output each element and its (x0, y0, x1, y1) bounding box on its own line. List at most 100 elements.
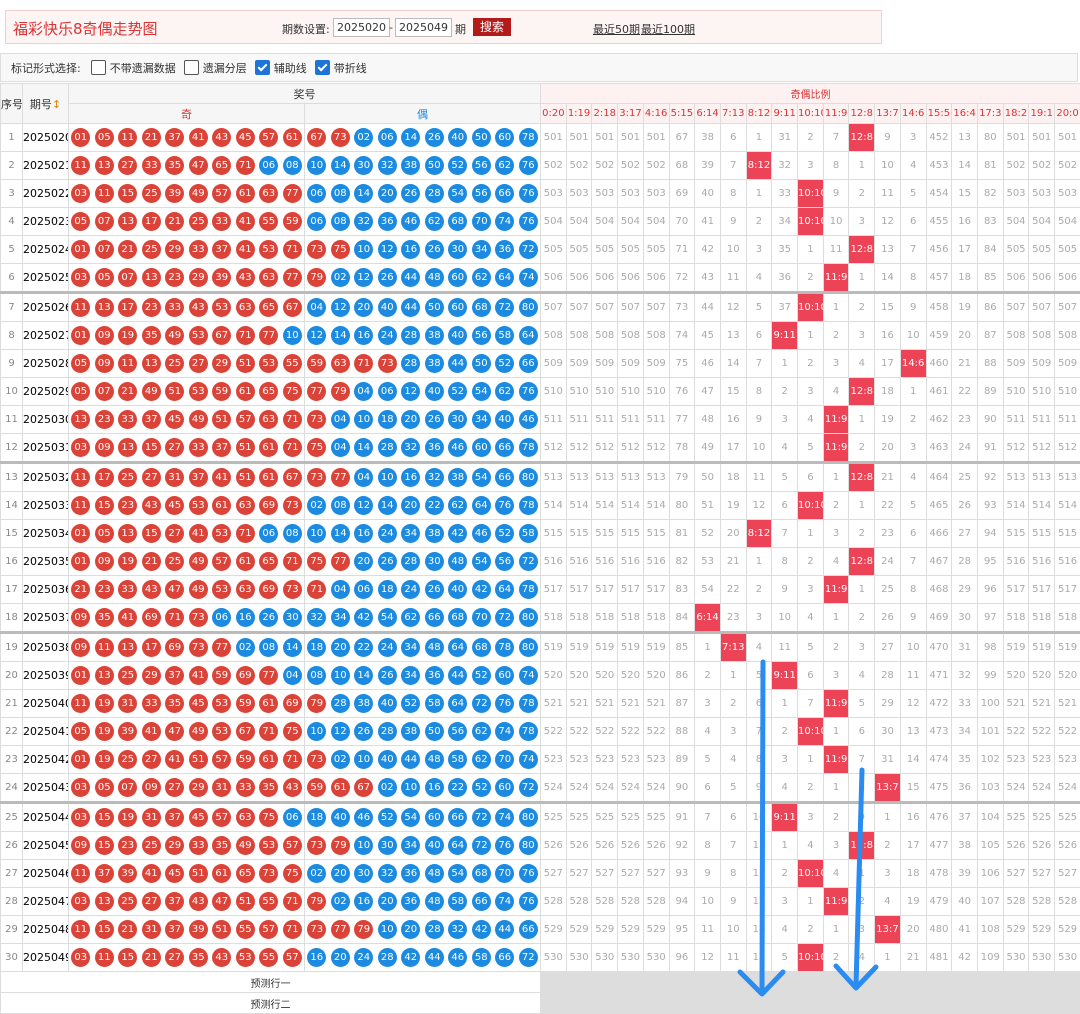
recent-50-link[interactable]: 最近50期 (593, 21, 640, 37)
predict-cell[interactable] (618, 993, 644, 1014)
omission: 527 (1029, 860, 1055, 888)
row-no: 4 (1, 208, 23, 236)
row-no: 27 (1, 860, 23, 888)
predict-cell[interactable] (926, 972, 952, 993)
omission: 519 (1029, 633, 1055, 662)
predict-cell[interactable] (798, 993, 824, 1014)
omission: 1 (720, 662, 746, 690)
predict-cell[interactable] (900, 993, 926, 1014)
predict-cell[interactable] (669, 972, 695, 993)
checkbox[interactable] (184, 60, 199, 75)
ball: 16 (354, 892, 373, 911)
predict-cell[interactable] (720, 993, 746, 1014)
predict-cell[interactable] (720, 972, 746, 993)
omission: 3 (849, 208, 875, 236)
ball: 71 (236, 326, 255, 345)
ball: 28 (401, 354, 420, 373)
predict-cell[interactable] (746, 993, 772, 1014)
from-input[interactable]: 2025020 (333, 18, 390, 37)
checkbox[interactable] (91, 60, 106, 75)
predict-cell[interactable] (746, 972, 772, 993)
ball: 58 (448, 892, 467, 911)
predict-cell[interactable] (643, 972, 669, 993)
omission: 3 (900, 124, 926, 152)
omission: 5 (720, 774, 746, 803)
checkbox[interactable] (255, 60, 270, 75)
ratio-hit: 9:11 (772, 803, 798, 832)
predict-cell[interactable] (695, 972, 721, 993)
row-no: 7 (1, 293, 23, 322)
omission: 39 (695, 152, 721, 180)
predict-cell[interactable] (849, 993, 875, 1014)
predict-cell[interactable] (1029, 993, 1055, 1014)
predict-cell[interactable] (1055, 972, 1080, 993)
predict-cell[interactable] (1029, 972, 1055, 993)
predict-cell[interactable] (566, 993, 592, 1014)
predict-cell[interactable] (592, 993, 618, 1014)
ball: 55 (283, 354, 302, 373)
omission: 528 (1003, 888, 1029, 916)
predict-cell[interactable] (643, 993, 669, 1014)
predict-cell[interactable] (952, 972, 978, 993)
predict-cell[interactable] (1055, 993, 1080, 1014)
ball: 12 (354, 268, 373, 287)
predict-cell[interactable] (541, 993, 567, 1014)
omission: 518 (592, 604, 618, 633)
omission: 24 (952, 434, 978, 463)
omission: 15 (952, 180, 978, 208)
omission: 475 (926, 774, 952, 803)
predict-cell[interactable] (849, 972, 875, 993)
predict-cell[interactable] (772, 993, 798, 1014)
ball: 20 (401, 496, 420, 515)
predict-cell[interactable] (1003, 993, 1029, 1014)
predict-cell[interactable] (669, 993, 695, 1014)
predict-cell[interactable] (772, 972, 798, 993)
predict-cell[interactable] (926, 993, 952, 1014)
recent-100-link[interactable]: 最近100期 (641, 21, 695, 37)
predict-cell[interactable] (952, 993, 978, 1014)
predict-cell[interactable] (695, 993, 721, 1014)
predict-cell[interactable] (823, 993, 849, 1014)
predict-cell[interactable] (1003, 972, 1029, 993)
predict-cell[interactable] (541, 972, 567, 993)
omission: 509 (566, 350, 592, 378)
predict-cell[interactable] (798, 972, 824, 993)
ball: 75 (283, 382, 302, 401)
checkbox[interactable] (315, 60, 330, 75)
ball: 19 (95, 694, 114, 713)
omission: 1 (823, 916, 849, 944)
ball: 52 (448, 156, 467, 175)
ball: 05 (71, 212, 90, 231)
predict-cell[interactable] (900, 972, 926, 993)
ball: 11 (118, 354, 137, 373)
predict-cell[interactable] (875, 993, 901, 1014)
to-input[interactable]: 2025049 (395, 18, 452, 37)
ball: 11 (71, 694, 90, 713)
search-button[interactable]: 搜索 (473, 18, 511, 36)
omission: 520 (1055, 662, 1080, 690)
omission: 515 (1029, 520, 1055, 548)
predict-cell[interactable] (977, 993, 1003, 1014)
predict-cell[interactable] (875, 972, 901, 993)
predict-cell[interactable] (592, 972, 618, 993)
ball: 71 (283, 410, 302, 429)
predict-cell[interactable] (977, 972, 1003, 993)
predict-cell[interactable] (823, 972, 849, 993)
ball: 64 (519, 326, 538, 345)
ratio-header: 15:5 (926, 104, 952, 124)
omission: 523 (643, 746, 669, 774)
omission: 522 (1003, 718, 1029, 746)
predict-cell[interactable] (566, 972, 592, 993)
omission: 30 (952, 604, 978, 633)
col-issue[interactable]: 期号↕ (23, 84, 69, 124)
predict-cell[interactable] (618, 972, 644, 993)
